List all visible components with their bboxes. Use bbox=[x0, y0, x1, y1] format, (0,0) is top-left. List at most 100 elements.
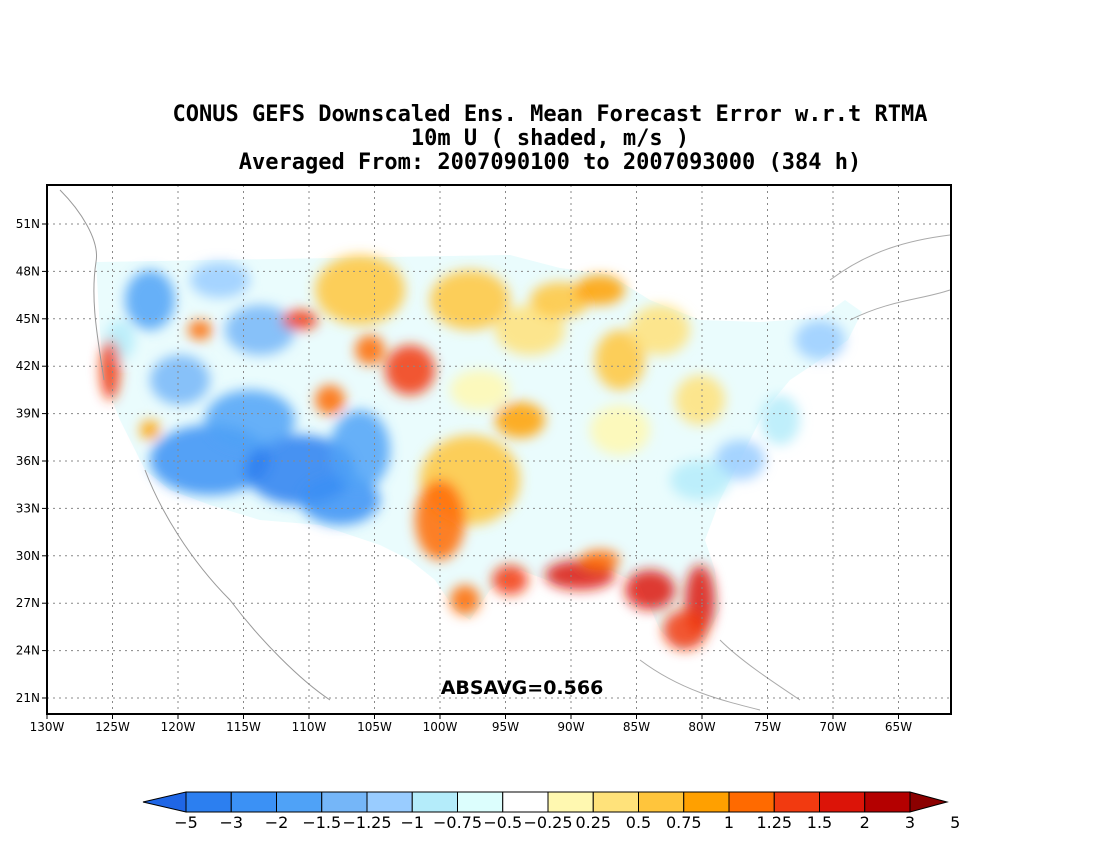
colorbar-label: 1 bbox=[724, 813, 734, 832]
colorbar-label: 2 bbox=[860, 813, 870, 832]
colorbar-label: 0.25 bbox=[575, 813, 611, 832]
colorbar-label: 5 bbox=[950, 813, 960, 832]
colorbar-cell bbox=[276, 791, 323, 813]
field-blob bbox=[282, 310, 318, 330]
colorbar-cell bbox=[819, 791, 866, 813]
x-tick-label: 70W bbox=[819, 720, 846, 734]
field-blob bbox=[385, 345, 435, 395]
field-blob bbox=[795, 320, 845, 360]
colorbar-cell bbox=[728, 791, 775, 813]
title-line-3: Averaged From: 2007090100 to 2007093000 … bbox=[238, 150, 862, 175]
colorbar-cell bbox=[185, 791, 232, 813]
colorbar-cell bbox=[321, 791, 368, 813]
colorbar-cell bbox=[683, 791, 730, 813]
colorbar-label: −0.25 bbox=[523, 813, 572, 832]
colorbar-cell bbox=[773, 791, 820, 813]
colorbar-label: 0.75 bbox=[666, 813, 702, 832]
x-tick-label: 110W bbox=[292, 720, 327, 734]
title-line-1: CONUS GEFS Downscaled Ens. Mean Forecast… bbox=[172, 102, 928, 127]
y-tick-label: 24N bbox=[16, 644, 40, 658]
field-blob bbox=[450, 585, 480, 615]
colorbar-cell bbox=[230, 791, 277, 813]
colorbar-label: −0.75 bbox=[433, 813, 482, 832]
x-tick-label: 85W bbox=[623, 720, 650, 734]
field-blob bbox=[125, 270, 175, 330]
map-frame bbox=[46, 184, 952, 715]
field-blob bbox=[225, 305, 295, 355]
map-panel: 130W 125W 120W 115W 110W 105W 100W 95W 90W 85W 80W… bbox=[16, 184, 952, 734]
colorbar-label: −0.5 bbox=[483, 813, 522, 832]
field-blob bbox=[495, 402, 545, 438]
y-tick-label: 36N bbox=[16, 454, 40, 468]
field-blob bbox=[530, 282, 590, 318]
x-tick-label: 115W bbox=[226, 720, 261, 734]
field-blob bbox=[355, 335, 385, 365]
x-tick-label: 80W bbox=[688, 720, 715, 734]
field-blob bbox=[675, 375, 725, 425]
colorbar-cell bbox=[411, 791, 458, 813]
field-blob bbox=[625, 570, 675, 610]
y-tick-label: 42N bbox=[16, 359, 40, 373]
x-tick-label: 90W bbox=[557, 720, 584, 734]
field-blob bbox=[590, 405, 650, 455]
field-blob bbox=[430, 270, 510, 330]
colorbar-label: −1.5 bbox=[302, 813, 341, 832]
x-tick-label: 65W bbox=[885, 720, 912, 734]
x-tick-label: 125W bbox=[95, 720, 130, 734]
x-tick-label: 100W bbox=[423, 720, 458, 734]
colorbar-label: −2 bbox=[265, 813, 289, 832]
field-blob bbox=[415, 480, 465, 560]
x-tick-label: 95W bbox=[492, 720, 519, 734]
y-tick-label: 45N bbox=[16, 312, 40, 326]
field-blob bbox=[670, 460, 730, 500]
colorbar-label: −1 bbox=[400, 813, 424, 832]
x-tick-label: 130W bbox=[30, 720, 65, 734]
colorbar-cell bbox=[457, 791, 504, 813]
colorbar-cell bbox=[864, 791, 911, 813]
y-tick-label: 21N bbox=[16, 691, 40, 705]
y-tick-label: 33N bbox=[16, 501, 40, 515]
x-tick-label: 120W bbox=[161, 720, 196, 734]
field-blob bbox=[715, 440, 765, 480]
colorbar-label: −5 bbox=[174, 813, 198, 832]
field-blob bbox=[190, 262, 250, 298]
y-tick-label: 39N bbox=[16, 407, 40, 421]
field-blob bbox=[595, 330, 645, 390]
field-blob bbox=[450, 370, 510, 410]
field-blob bbox=[315, 385, 345, 415]
colorbar-arrow-high bbox=[909, 791, 949, 813]
field-blob bbox=[575, 275, 625, 305]
colorbar-arrow-low bbox=[142, 791, 187, 813]
y-tick-label: 48N bbox=[16, 264, 40, 278]
field-blob bbox=[580, 550, 620, 570]
colorbar-cell bbox=[366, 791, 413, 813]
field-blob bbox=[492, 565, 528, 595]
field-blob bbox=[205, 390, 295, 450]
colorbar-label: 3 bbox=[905, 813, 915, 832]
colorbar-label: −3 bbox=[219, 813, 243, 832]
colorbar-cell bbox=[638, 791, 685, 813]
colorbar: −5 −3 −2 −1.5 −1.25 −1 −0.75 −0.5 −0.25 0.25 0.5 0.… bbox=[142, 791, 960, 832]
colorbar-label: 0.5 bbox=[626, 813, 651, 832]
y-tick-label: 30N bbox=[16, 549, 40, 563]
x-tick-label: 75W bbox=[754, 720, 781, 734]
title-line-2: 10m U ( shaded, m/s ) bbox=[410, 126, 690, 151]
colorbar-label: 1.5 bbox=[807, 813, 832, 832]
field-blob bbox=[315, 255, 405, 325]
absavg-annotation: ABSAVG=0.566 bbox=[441, 677, 604, 699]
field-blob bbox=[630, 305, 690, 355]
x-tick-label: 105W bbox=[357, 720, 392, 734]
colorbar-cell bbox=[502, 791, 549, 813]
field-blob bbox=[100, 340, 120, 400]
field-blob bbox=[140, 420, 160, 440]
y-tick-label: 51N bbox=[16, 217, 40, 231]
coastline-east bbox=[639, 234, 951, 711]
field-blob bbox=[188, 320, 212, 340]
colorbar-label: 1.25 bbox=[756, 813, 792, 832]
colorbar-label: −1.25 bbox=[342, 813, 391, 832]
field-blob bbox=[495, 305, 565, 355]
field-blob bbox=[663, 610, 707, 650]
field-blob bbox=[760, 395, 800, 445]
field-blob bbox=[330, 410, 390, 490]
